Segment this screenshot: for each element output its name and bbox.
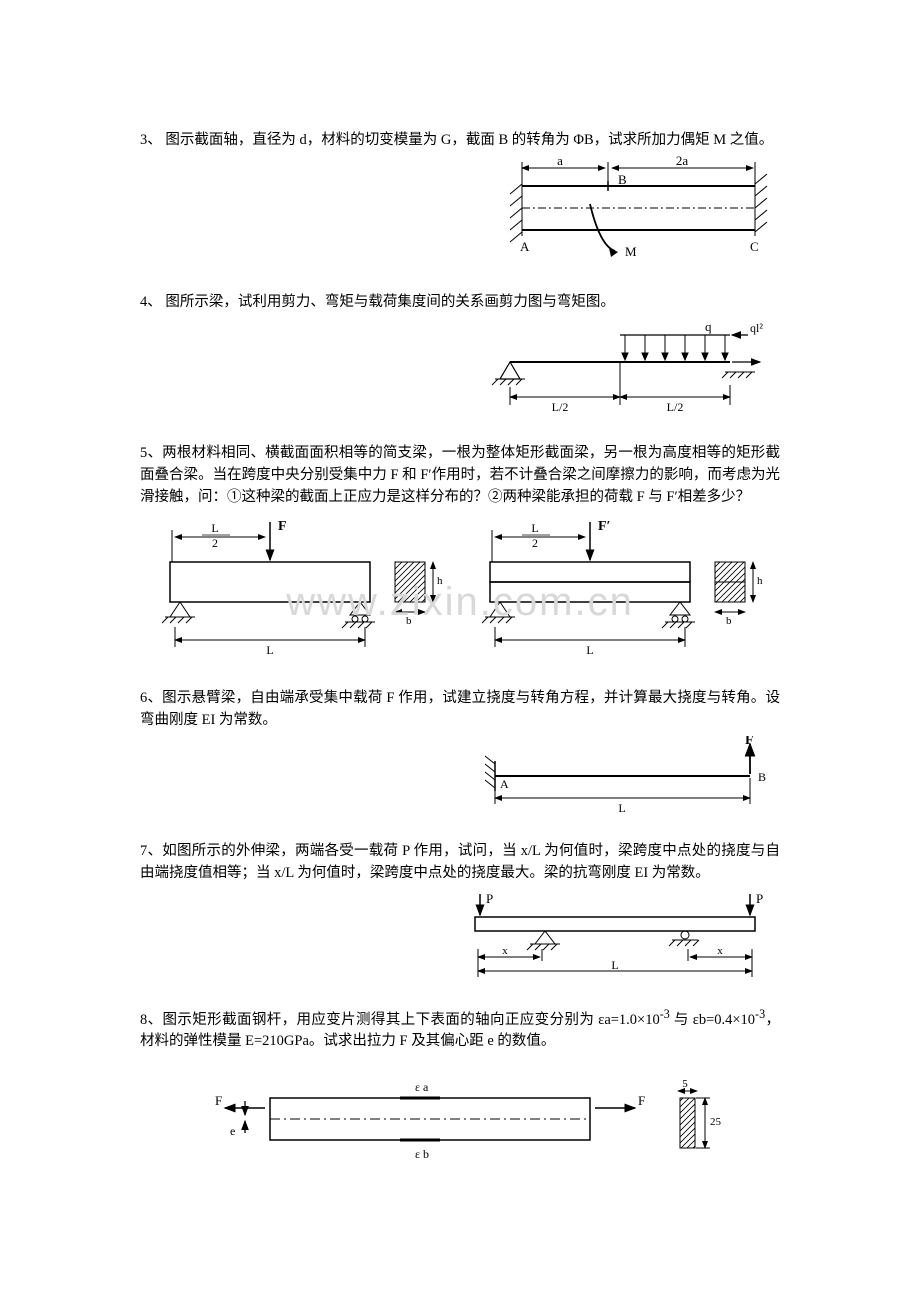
problem-8: 8、图示矩形截面钢杆，用应变片测得其上下表面的轴向正应变分别为 εa=1.0×1…	[140, 1005, 780, 1181]
svg-text:b: b	[726, 615, 732, 627]
problem-7-figure: P P x x L	[140, 889, 780, 987]
label-L2a: L/2	[552, 400, 569, 414]
label-L-top: L	[211, 521, 218, 535]
problem-3-figure: a 2a B	[140, 156, 780, 274]
problem-5-text: 5、两根材料相同、横截面面积相等的简支梁，一根为整体矩形截面梁，另一根为高度相等…	[140, 443, 780, 508]
problem-8-text: 8、图示矩形截面钢杆，用应变片测得其上下表面的轴向正应变分别为 εa=1.0×1…	[140, 1005, 780, 1053]
label-eb: ε b	[415, 1147, 429, 1161]
label-e: e	[230, 1124, 235, 1138]
label-M: M	[625, 244, 637, 259]
label-2a: 2a	[676, 156, 689, 168]
problem-6-text: 6、图示悬臂梁，自由端承受集中载荷 F 作用，试建立挠度与转角方程，并计算最大挠…	[140, 688, 780, 732]
problem-3: 3、 图示截面轴，直径为 d，材料的切变模量为 G，截面 B 的转角为 ΦB，试…	[140, 130, 780, 274]
problem-4-figure: q ql²	[140, 317, 780, 425]
label-P1: P	[486, 891, 493, 906]
svg-text:2: 2	[532, 536, 538, 550]
label-F1: F	[215, 1093, 222, 1108]
label-C: C	[750, 239, 759, 254]
label-5: 5	[682, 1078, 688, 1090]
problem-4-text: 4、 图所示梁，试利用剪力、弯矩与载荷集度间的关系画剪力图与弯矩图。	[140, 292, 780, 314]
problem-5: 5、两根材料相同、横截面面积相等的简支梁，一根为整体矩形截面梁，另一根为高度相等…	[140, 443, 780, 670]
problem-8-figure: ε a ε b F F e 5 25	[140, 1073, 780, 1181]
label-L-bot: L	[266, 643, 273, 657]
label-25: 25	[710, 1116, 722, 1128]
label-ea: ε a	[415, 1080, 429, 1094]
label-b: b	[406, 615, 412, 627]
label-F: F	[278, 519, 287, 534]
svg-text:h: h	[757, 575, 763, 587]
problem-5-figure: www.zixin.com.cn F	[140, 512, 780, 670]
label-L2b: L/2	[667, 400, 684, 414]
label-h: h	[437, 575, 443, 587]
problem-6-figure: A F B L	[140, 736, 780, 824]
label-2-top: 2	[212, 536, 218, 550]
label-B: B	[618, 172, 627, 187]
label-x1: x	[502, 945, 508, 957]
problem-3-text: 3、 图示截面轴，直径为 d，材料的切变模量为 G，截面 B 的转角为 ΦB，试…	[140, 130, 780, 152]
label-x2: x	[717, 945, 723, 957]
label-L: L	[618, 801, 625, 815]
label-A: A	[520, 239, 530, 254]
label-P2: P	[756, 891, 763, 906]
label-q: q	[705, 319, 712, 334]
label-a: a	[557, 156, 563, 168]
label-A: A	[500, 777, 509, 791]
problem-7: 7、如图所示的外伸梁，两端各受一载荷 P 作用，试问，当 x/L 为何值时，梁跨…	[140, 841, 780, 986]
problem-4: 4、 图所示梁，试利用剪力、弯矩与载荷集度间的关系画剪力图与弯矩图。	[140, 292, 780, 426]
label-Fp: F′	[598, 519, 611, 534]
label-B: B	[758, 770, 766, 784]
svg-text:L: L	[586, 643, 593, 657]
label-ql2: ql²	[750, 321, 763, 335]
label-F: F	[745, 736, 754, 748]
label-L: L	[611, 958, 618, 972]
problem-7-text: 7、如图所示的外伸梁，两端各受一载荷 P 作用，试问，当 x/L 为何值时，梁跨…	[140, 841, 780, 885]
problem-6: 6、图示悬臂梁，自由端承受集中载荷 F 作用，试建立挠度与转角方程，并计算最大挠…	[140, 688, 780, 823]
label-F2: F	[638, 1093, 645, 1108]
svg-text:L: L	[531, 521, 538, 535]
